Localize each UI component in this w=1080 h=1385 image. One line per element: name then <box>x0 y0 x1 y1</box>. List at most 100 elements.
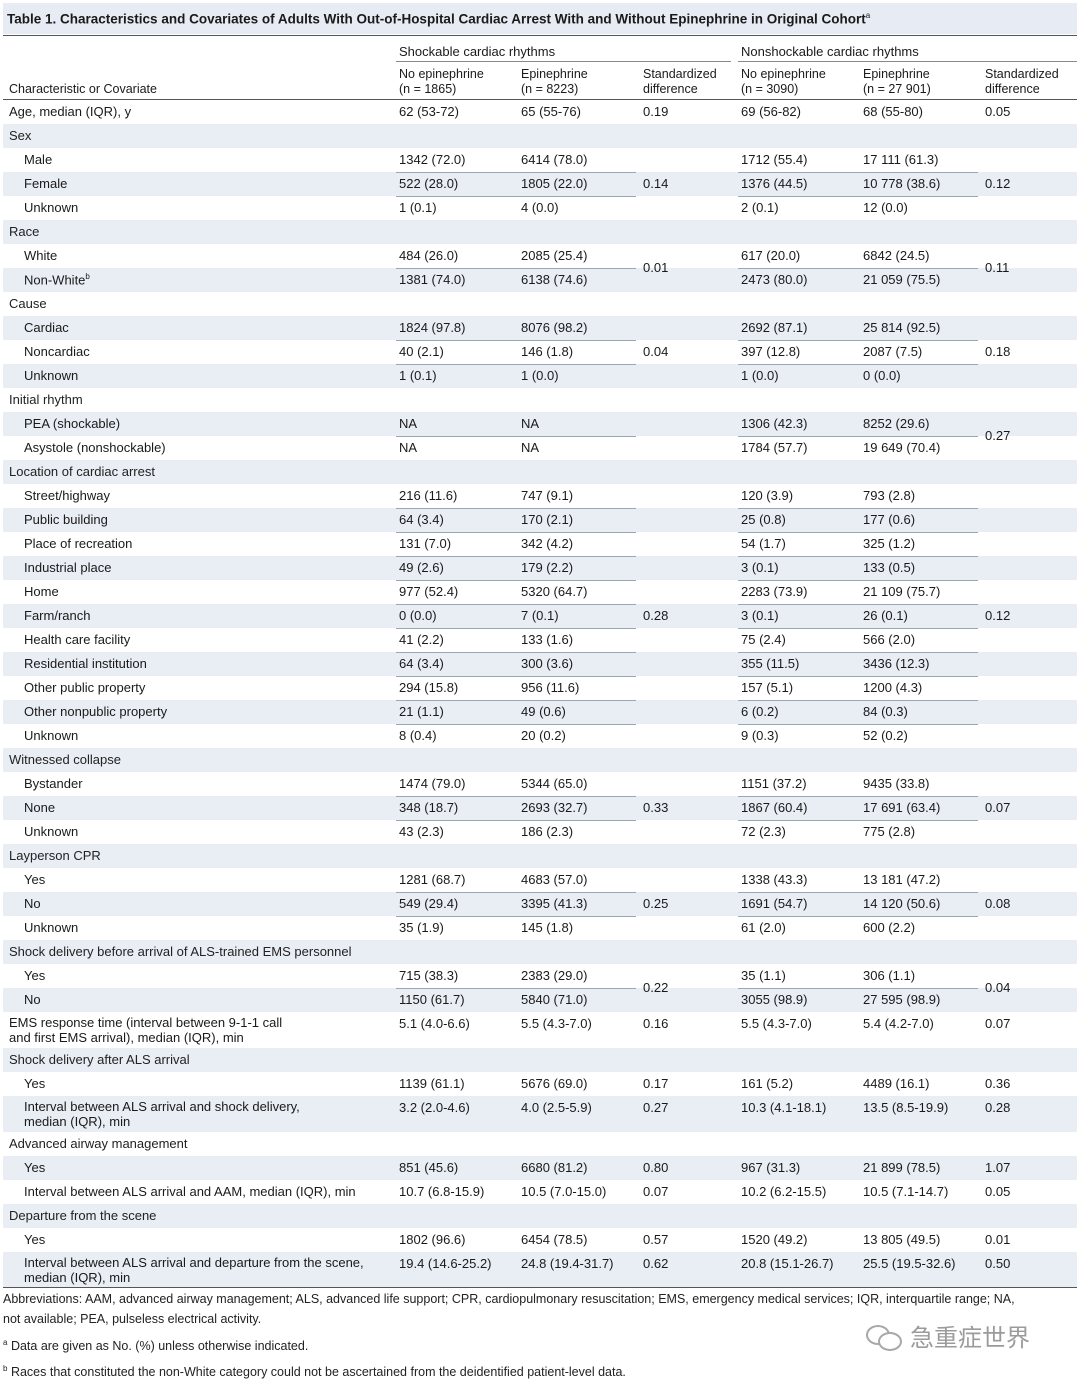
cell-epi-shockable: 3395 (41.3) <box>521 896 588 911</box>
cell-no-epi-shockable: 1381 (74.0) <box>399 272 466 287</box>
table-row: Yes 1139 (61.1) 5676 (69.0) 0.17 161 (5.2) 44… <box>3 1072 1077 1096</box>
row-label: Initial rhythm <box>9 392 83 407</box>
row-label: Witnessed collapse <box>9 752 121 767</box>
cell-separator <box>396 892 636 893</box>
cell-epi-shockable: 4683 (57.0) <box>521 872 588 887</box>
row-label: Interval between ALS arrival and AAM, me… <box>24 1184 356 1199</box>
table-bottom-rule <box>3 1287 1077 1288</box>
row-label: White <box>24 248 58 263</box>
cell-sd-shockable: 0.17 <box>643 1076 669 1091</box>
cell-epi-shockable: 10.5 (7.0-15.0) <box>521 1184 607 1199</box>
row-label: Cause <box>9 296 47 311</box>
cell-no-epi-shockable: 1 (0.1) <box>399 368 437 383</box>
row-label: Yes <box>24 1232 46 1247</box>
footnote-abbreviations-cont: not available; PEA, pulseless electrical… <box>3 1312 262 1326</box>
table-title: Table 1. Characteristics and Covariates … <box>7 10 871 27</box>
section-row: Location of cardiac arrest <box>3 460 1077 484</box>
cell-epi-nonshockable: 177 (0.6) <box>863 512 916 527</box>
cell-epi-nonshockable: 3436 (12.3) <box>863 656 930 671</box>
cell-separator <box>738 652 978 653</box>
cell-epi-shockable: 342 (4.2) <box>521 536 574 551</box>
cell-sd-nonshockable: 0.05 <box>985 1184 1011 1199</box>
table-row: Unknown 1 (0.1) 4 (0.0) 2 (0.1) 12 (0.0) <box>3 196 1077 220</box>
cell-epi-shockable: 170 (2.1) <box>521 512 574 527</box>
table-row: Interval between ALS arrival and AAM, me… <box>3 1180 1077 1204</box>
cell-epi-nonshockable: 21 059 (75.5) <box>863 272 941 287</box>
cell-no-epi-shockable: 64 (3.4) <box>399 656 444 671</box>
cell-sd-nonshockable: 0.28 <box>985 1100 1011 1115</box>
table-row: Yes 715 (38.3) 2383 (29.0) 35 (1.1) 306 (1.1… <box>3 964 1077 988</box>
cell-no-epi-nonshockable: 2473 (80.0) <box>741 272 808 287</box>
cell-no-epi-nonshockable: 1520 (49.2) <box>741 1232 808 1247</box>
cell-no-epi-shockable: 35 (1.9) <box>399 920 444 935</box>
header-no-epi-nonshockable: No epinephrine (n = 3090) <box>741 67 826 96</box>
cell-no-epi-nonshockable: 1151 (37.2) <box>741 776 807 791</box>
cell-epi-shockable: 24.8 (19.4-31.7) <box>521 1256 614 1271</box>
cell-epi-nonshockable: 325 (1.2) <box>863 536 916 551</box>
cell-separator <box>396 172 636 173</box>
row-label: Unknown <box>24 200 79 215</box>
cell-separator <box>738 532 978 533</box>
table-row: Yes 1281 (68.7) 4683 (57.0) 1338 (43.3) 13 1… <box>3 868 1077 892</box>
merged-cell-sd-shockable: 0.22 <box>643 980 669 995</box>
cell-separator <box>738 364 978 365</box>
cell-no-epi-shockable: 49 (2.6) <box>399 560 444 575</box>
cell-sd-shockable: 0.16 <box>643 1016 669 1031</box>
section-row: Departure from the scene <box>3 1204 1077 1228</box>
cell-epi-shockable: 186 (2.3) <box>521 824 574 839</box>
cell-no-epi-shockable: 1824 (97.8) <box>399 320 466 335</box>
cell-epi-nonshockable: 68 (55-80) <box>863 104 923 119</box>
cell-epi-shockable: 146 (1.8) <box>521 344 574 359</box>
cell-epi-shockable: 300 (3.6) <box>521 656 574 671</box>
merged-cell-sd-nonshockable: 0.07 <box>985 800 1011 815</box>
row-label: Other nonpublic property <box>24 704 168 719</box>
cell-separator <box>738 268 978 269</box>
cell-no-epi-shockable: 5.1 (4.0-6.6) <box>399 1016 470 1031</box>
cell-no-epi-shockable: 549 (29.4) <box>399 896 459 911</box>
cell-no-epi-shockable: 484 (26.0) <box>399 248 459 263</box>
header-bottom-rule <box>3 99 1077 100</box>
cell-no-epi-shockable: 21 (1.1) <box>399 704 444 719</box>
section-row: Advanced airway management <box>3 1132 1077 1156</box>
row-label: No <box>24 896 41 911</box>
cell-no-epi-shockable: 1 (0.1) <box>399 200 437 215</box>
table-row: Public building 64 (3.4) 170 (2.1) 25 (0.8)… <box>3 508 1077 532</box>
cell-epi-nonshockable: 26 (0.1) <box>863 608 908 623</box>
row-label: None <box>24 800 56 815</box>
row-label: Layperson CPR <box>9 848 101 863</box>
cell-separator <box>738 892 978 893</box>
cell-epi-shockable: 5840 (71.0) <box>521 992 588 1007</box>
header-top-rule <box>3 35 1077 36</box>
merged-cell-sd-shockable: 0.04 <box>643 344 669 359</box>
row-label: Interval between ALS arrival and departu… <box>24 1255 364 1285</box>
merged-cell-sd-nonshockable: 0.18 <box>985 344 1011 359</box>
merged-cell-sd-nonshockable: 0.12 <box>985 608 1011 623</box>
cell-epi-nonshockable: 793 (2.8) <box>863 488 916 503</box>
cell-no-epi-nonshockable: 35 (1.1) <box>741 968 786 983</box>
row-label: Shock delivery after ALS arrival <box>9 1052 190 1067</box>
cell-no-epi-shockable: NA <box>399 416 418 431</box>
row-label: Female <box>24 176 68 191</box>
cell-sd-shockable: 0.62 <box>643 1256 669 1271</box>
merged-cell-sd-shockable: 0.25 <box>643 896 669 911</box>
cell-separator <box>396 268 636 269</box>
cell-no-epi-shockable: 522 (28.0) <box>399 176 459 191</box>
cell-epi-nonshockable: 14 120 (50.6) <box>863 896 941 911</box>
table-row: Other nonpublic property 21 (1.1) 49 (0.6)… <box>3 700 1077 724</box>
cell-separator <box>396 628 636 629</box>
cell-epi-shockable: 179 (2.2) <box>521 560 574 575</box>
cell-epi-shockable: 20 (0.2) <box>521 728 566 743</box>
cell-separator <box>396 988 636 989</box>
cell-no-epi-nonshockable: 1867 (60.4) <box>741 800 808 815</box>
cell-epi-shockable: 747 (9.1) <box>521 488 574 503</box>
cell-separator <box>738 724 978 725</box>
cell-sd-shockable: 0.07 <box>643 1184 669 1199</box>
cell-epi-nonshockable: 0 (0.0) <box>863 368 901 383</box>
cell-no-epi-nonshockable: 355 (11.5) <box>741 656 800 671</box>
row-label: Home <box>24 584 59 599</box>
header-epi-nonshockable: Epinephrine (n = 27 901) <box>863 67 931 96</box>
cell-no-epi-nonshockable: 3 (0.1) <box>741 560 779 575</box>
cell-separator <box>738 556 978 557</box>
cell-epi-nonshockable: 2087 (7.5) <box>863 344 923 359</box>
row-label: Yes <box>24 1160 46 1175</box>
